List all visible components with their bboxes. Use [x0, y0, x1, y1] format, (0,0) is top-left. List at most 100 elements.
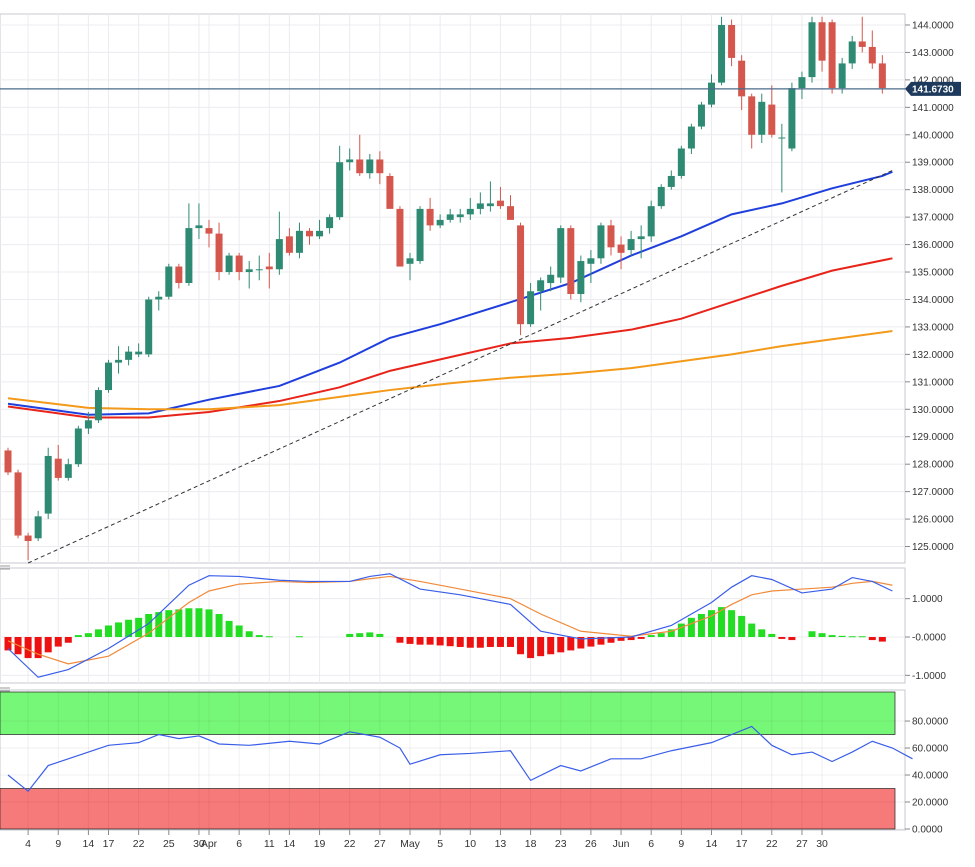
candle-body: [496, 200, 504, 207]
candle: [778, 123, 786, 193]
candle-body: [677, 148, 685, 176]
macd-histogram-bar: [426, 637, 434, 645]
candle-body: [778, 137, 786, 139]
candle: [848, 35, 856, 69]
date-tick-label: 11: [264, 838, 275, 850]
macd-histogram-bar: [868, 637, 876, 641]
macd-histogram-bar: [466, 637, 474, 648]
macd-histogram-bar: [215, 614, 223, 637]
candle: [4, 447, 12, 476]
candle: [235, 252, 243, 281]
date-tick-label: 30: [816, 838, 828, 850]
price-panel: 125.0000 126.0000 127.0000 128.0000 129.0000…: [0, 13, 961, 564]
candle-body: [306, 230, 313, 237]
macd-histogram-bar: [406, 637, 414, 644]
macd-histogram-bar: [818, 633, 826, 637]
candle: [798, 71, 806, 100]
candle: [306, 228, 313, 245]
candle-body: [828, 22, 836, 89]
candle-body: [527, 291, 535, 325]
date-tick-label: 18: [525, 838, 537, 850]
candle-body: [275, 239, 283, 270]
candle: [728, 19, 736, 67]
price-tick-label: 126.0000: [912, 515, 954, 526]
candle-body: [245, 269, 253, 273]
date-tick-label: 27: [374, 838, 386, 850]
macd-histogram-bar: [848, 636, 856, 638]
date-tick-label: 13: [495, 838, 507, 850]
rsi-tick-label: 80.0000: [912, 717, 949, 728]
macd-histogram-bar: [24, 637, 32, 659]
candle-body: [537, 280, 545, 292]
date-tick-label: Apr: [201, 838, 218, 850]
candle: [748, 93, 756, 149]
candle: [44, 447, 52, 520]
candle-body: [235, 255, 243, 273]
candle-body: [416, 208, 424, 262]
candle-body: [135, 351, 143, 355]
macd-histogram-bar: [125, 619, 133, 637]
price-tick-label: 144.0000: [912, 20, 954, 31]
rsi-resize-handle[interactable]: [0, 687, 10, 692]
candle-body: [14, 472, 22, 536]
price-tick-label: 127.0000: [912, 487, 954, 498]
macd-histogram-bar: [607, 637, 615, 643]
candle-body: [687, 126, 695, 149]
candle-body: [808, 22, 816, 78]
candle: [285, 228, 293, 256]
candle: [818, 16, 826, 72]
macd-gridlines: [0, 568, 905, 683]
candle-body: [336, 162, 344, 218]
candle: [145, 296, 153, 358]
candle: [788, 82, 796, 152]
candle: [94, 387, 102, 424]
macd-histogram-bar: [446, 637, 454, 647]
candle: [557, 225, 565, 284]
candle: [185, 203, 193, 286]
candle: [175, 263, 183, 289]
candle-body: [848, 41, 856, 64]
date-tick-label: 9: [55, 838, 61, 850]
date-tick-label: 30: [193, 838, 205, 850]
macd-histogram-bar: [637, 637, 645, 639]
candle-body: [145, 299, 153, 355]
candle-body: [818, 22, 826, 61]
candle-body: [195, 225, 203, 229]
macd-resize-handle[interactable]: [0, 565, 10, 570]
candle-body: [617, 244, 625, 253]
candle-body: [718, 24, 726, 83]
macd-histogram-bar: [496, 637, 504, 647]
candle: [386, 173, 394, 209]
macd-tick-label: 1.0000: [912, 594, 943, 605]
candle: [14, 469, 22, 539]
candle-body: [768, 104, 776, 135]
candle-body: [557, 228, 565, 278]
candle-body: [466, 208, 474, 215]
candle: [537, 277, 545, 311]
price-tick-label: 131.0000: [912, 377, 954, 388]
macd-histogram-bar: [476, 637, 484, 648]
candle: [868, 30, 876, 69]
candle: [617, 236, 625, 270]
candle-body: [517, 225, 525, 325]
candle: [54, 444, 62, 481]
candle-body: [346, 159, 354, 163]
date-tick-label: 6: [648, 838, 654, 850]
candle-body: [486, 203, 494, 207]
macd-histogram-bar: [185, 608, 193, 637]
candle: [115, 346, 123, 374]
price-tick-label: 138.0000: [912, 185, 954, 196]
macd-histogram-bar: [376, 633, 384, 637]
rsi-tick-label: 40.0000: [912, 771, 949, 782]
candle-body: [738, 60, 746, 97]
candle: [406, 252, 414, 281]
macd-tick-label: -0.0000: [912, 633, 946, 644]
candle: [627, 230, 635, 256]
macd-histogram-bar: [346, 633, 354, 637]
candle: [587, 250, 595, 284]
candle-body: [285, 236, 293, 253]
candle-body: [728, 24, 736, 58]
trendline: [27, 170, 893, 564]
candle-body: [758, 101, 766, 135]
